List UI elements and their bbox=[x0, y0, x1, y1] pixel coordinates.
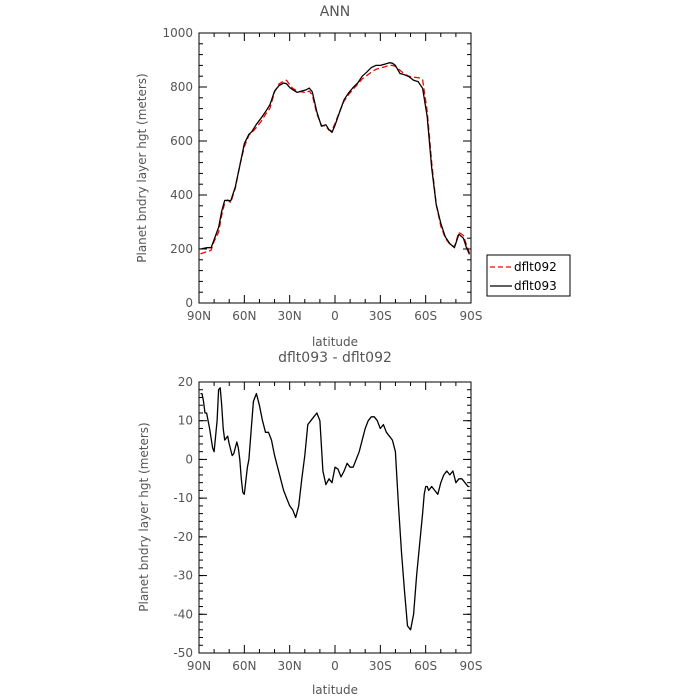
top-x-tick-label: 90N bbox=[187, 309, 211, 323]
legend-box bbox=[486, 254, 571, 297]
top-plot-area bbox=[200, 62, 471, 255]
bottom-y-tick-label: -30 bbox=[173, 569, 193, 583]
bottom-y-tick-label: -40 bbox=[173, 607, 193, 621]
top-x-tick-label: 90S bbox=[460, 309, 483, 323]
top-y-tick-label: 400 bbox=[170, 188, 193, 202]
bottom-y-tick-label: -10 bbox=[173, 491, 193, 505]
bottom-plot-frame bbox=[198, 381, 472, 654]
bottom-x-tick-label: 90N bbox=[187, 659, 211, 673]
top-x-tick-label: 30S bbox=[369, 309, 392, 323]
bottom-x-tick-label: 90S bbox=[460, 659, 483, 673]
top-panel: ANN 90N 60N 30N 0 30S 60S 90S 0 200 400 600 800 1000… bbox=[135, 4, 571, 349]
top-panel-title: ANN bbox=[320, 4, 351, 20]
bottom-series-line-diff-0 bbox=[200, 387, 470, 631]
bottom-plot-area bbox=[200, 387, 470, 631]
top-y-tick-label: 200 bbox=[170, 242, 193, 256]
bottom-x-tick-label: 60N bbox=[232, 659, 256, 673]
top-series-line-dflt093 bbox=[200, 62, 471, 255]
bottom-y-tick-label: -20 bbox=[173, 530, 193, 544]
bottom-x-axis-label: latitude bbox=[312, 683, 358, 697]
legend-label-dflt092: dflt092 bbox=[514, 260, 557, 274]
bottom-y-tick-label: 20 bbox=[178, 375, 193, 389]
top-x-axis-label: latitude bbox=[312, 335, 358, 349]
top-axis-ticks: 90N 60N 30N 0 30S 60S 90S 0 200 400 600 800 1000 bbox=[162, 26, 482, 323]
bottom-y-tick-label: 10 bbox=[178, 414, 193, 428]
top-y-tick-label: 800 bbox=[170, 80, 193, 94]
top-y-tick-label: 0 bbox=[185, 296, 193, 310]
bottom-x-tick-label: 60S bbox=[414, 659, 437, 673]
legend: dflt092 dflt093 bbox=[486, 254, 571, 297]
bottom-axis-ticks: 90N 60N 30N 0 30S 60S 90S -50 -40 -30 -20 -10 0 10 20 bbox=[173, 375, 482, 673]
top-x-tick-label: 60S bbox=[414, 309, 437, 323]
bottom-y-tick-label: -50 bbox=[173, 646, 193, 660]
bottom-panel-title: dflt093 - dflt092 bbox=[278, 350, 392, 366]
top-x-tick-label: 0 bbox=[331, 309, 339, 323]
bottom-y-axis-label: Planet bndry layer hgt (meters) bbox=[137, 422, 151, 612]
legend-label-dflt093: dflt093 bbox=[514, 279, 557, 293]
bottom-y-tick-label: 0 bbox=[185, 452, 193, 466]
bottom-panel: dflt093 - dflt092 90N 60N 30N 0 30S 60S 90S -50… bbox=[137, 350, 482, 697]
bottom-x-tick-label: 0 bbox=[331, 659, 339, 673]
top-y-tick-label: 600 bbox=[170, 134, 193, 148]
top-y-axis-label: Planet bndry layer hgt (meters) bbox=[135, 73, 149, 263]
bottom-x-tick-label: 30S bbox=[369, 659, 392, 673]
top-x-tick-label: 30N bbox=[278, 309, 302, 323]
bottom-x-tick-label: 30N bbox=[278, 659, 302, 673]
top-x-tick-label: 60N bbox=[232, 309, 256, 323]
top-y-tick-label: 1000 bbox=[162, 26, 193, 40]
